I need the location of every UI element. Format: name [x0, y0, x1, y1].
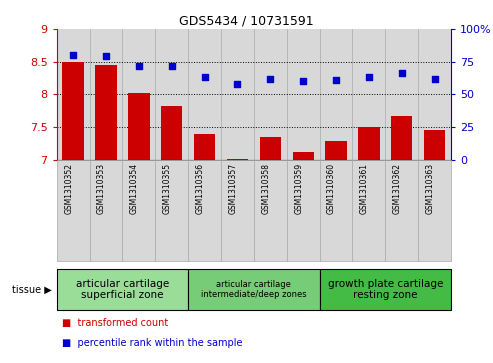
Bar: [221, 160, 254, 261]
Bar: [194, 134, 215, 160]
Bar: [188, 269, 319, 310]
Point: [365, 74, 373, 80]
Text: GSM1310361: GSM1310361: [360, 163, 369, 214]
Text: GSM1310358: GSM1310358: [261, 163, 270, 214]
Text: articular cartilage
intermediate/deep zones: articular cartilage intermediate/deep zo…: [201, 280, 307, 299]
Bar: [57, 269, 188, 310]
Point: [299, 78, 307, 84]
Bar: [254, 160, 287, 261]
Bar: [292, 152, 314, 160]
Text: GSM1310354: GSM1310354: [130, 163, 139, 214]
Text: tissue ▶: tissue ▶: [12, 285, 52, 294]
Bar: [386, 29, 418, 160]
Text: GSM1310359: GSM1310359: [294, 163, 303, 214]
Bar: [287, 160, 319, 261]
Bar: [424, 130, 445, 160]
Bar: [122, 160, 155, 261]
Bar: [188, 160, 221, 261]
Bar: [128, 93, 149, 160]
Point: [69, 52, 77, 58]
Text: growth plate cartilage
resting zone: growth plate cartilage resting zone: [328, 279, 443, 300]
Point: [431, 76, 439, 82]
Text: GSM1310353: GSM1310353: [97, 163, 106, 214]
Bar: [358, 127, 380, 160]
Bar: [418, 160, 451, 261]
Bar: [319, 269, 451, 310]
Text: GSM1310362: GSM1310362: [393, 163, 402, 214]
Bar: [155, 160, 188, 261]
Text: GSM1310352: GSM1310352: [64, 163, 73, 214]
Point: [135, 63, 143, 69]
Point: [332, 77, 340, 83]
Point: [234, 81, 242, 87]
Text: GSM1310355: GSM1310355: [163, 163, 172, 214]
Bar: [418, 29, 451, 160]
Bar: [161, 106, 182, 160]
Text: ■  percentile rank within the sample: ■ percentile rank within the sample: [62, 338, 242, 348]
Point: [102, 54, 110, 60]
Bar: [254, 29, 287, 160]
Bar: [90, 29, 122, 160]
Bar: [391, 116, 413, 160]
Bar: [260, 137, 281, 160]
Bar: [352, 29, 386, 160]
Bar: [122, 29, 155, 160]
Bar: [57, 160, 90, 261]
Text: ■  transformed count: ■ transformed count: [62, 318, 168, 328]
Bar: [325, 142, 347, 160]
Bar: [90, 160, 122, 261]
Bar: [287, 29, 319, 160]
Text: GSM1310363: GSM1310363: [425, 163, 435, 214]
Bar: [352, 160, 386, 261]
Text: GSM1310357: GSM1310357: [228, 163, 238, 214]
Text: GSM1310360: GSM1310360: [327, 163, 336, 214]
Point: [201, 74, 209, 80]
Bar: [221, 29, 254, 160]
Bar: [319, 29, 352, 160]
Bar: [386, 160, 418, 261]
Bar: [155, 29, 188, 160]
Point: [398, 70, 406, 76]
Point: [168, 63, 176, 69]
Bar: [319, 160, 352, 261]
Bar: [227, 159, 248, 160]
Bar: [57, 29, 90, 160]
Bar: [63, 62, 84, 160]
Bar: [95, 65, 117, 160]
Text: articular cartilage
superficial zone: articular cartilage superficial zone: [76, 279, 169, 300]
Text: GDS5434 / 10731591: GDS5434 / 10731591: [179, 15, 314, 28]
Bar: [188, 29, 221, 160]
Text: GSM1310356: GSM1310356: [196, 163, 205, 214]
Point: [266, 76, 274, 82]
